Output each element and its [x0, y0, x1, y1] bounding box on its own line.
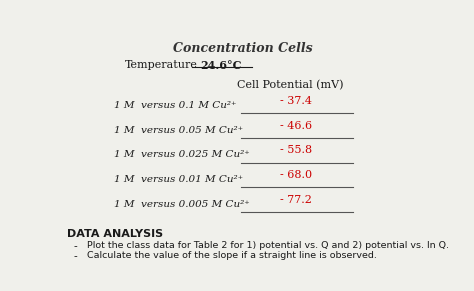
Text: - 46.6: - 46.6 — [280, 121, 312, 131]
Text: DATA ANALYSIS: DATA ANALYSIS — [66, 229, 163, 239]
Text: 1 M  versus 0.05 M Cu²⁺: 1 M versus 0.05 M Cu²⁺ — [114, 126, 244, 135]
Text: - 37.4: - 37.4 — [280, 96, 312, 106]
Text: 1 M  versus 0.1 M Cu²⁺: 1 M versus 0.1 M Cu²⁺ — [114, 101, 237, 110]
Text: -: - — [74, 241, 78, 251]
Text: 1 M  versus 0.025 M Cu²⁺: 1 M versus 0.025 M Cu²⁺ — [114, 150, 250, 159]
Text: 1 M  versus 0.005 M Cu²⁺: 1 M versus 0.005 M Cu²⁺ — [114, 200, 250, 209]
Text: Temperature: Temperature — [125, 60, 198, 70]
Text: Calculate the value of the slope if a straight line is observed.: Calculate the value of the slope if a st… — [87, 251, 377, 260]
Text: - 77.2: - 77.2 — [280, 195, 312, 205]
Text: Plot the class data for Table 2 for 1) potential vs. Q and 2) potential vs. ln Q: Plot the class data for Table 2 for 1) p… — [87, 241, 449, 250]
Text: 24.6°C: 24.6°C — [201, 60, 242, 71]
Text: Concentration Cells: Concentration Cells — [173, 42, 313, 55]
Text: - 68.0: - 68.0 — [280, 170, 312, 180]
Text: - 55.8: - 55.8 — [280, 145, 312, 155]
Text: 1 M  versus 0.01 M Cu²⁺: 1 M versus 0.01 M Cu²⁺ — [114, 175, 244, 184]
Text: Cell Potential (mV): Cell Potential (mV) — [237, 80, 344, 90]
Text: -: - — [74, 251, 78, 261]
